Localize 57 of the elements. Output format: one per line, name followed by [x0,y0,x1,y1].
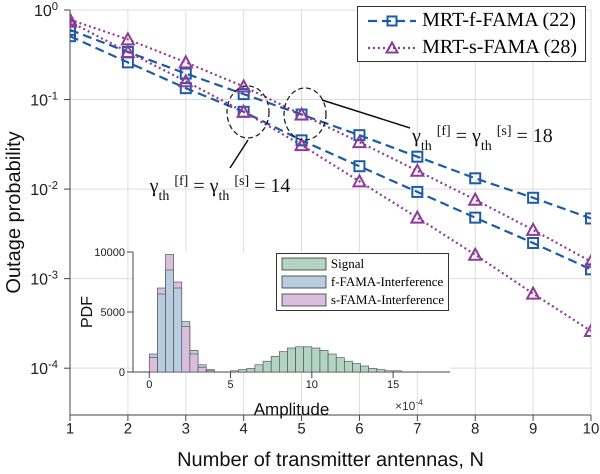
x-tick-label: 1 [66,420,74,438]
point [238,88,250,100]
annotation: γ$_{th}$$^{[f]}$ = γ$_{th}$$^{[s]}$ = 18 [411,124,553,154]
x-axis-title: Number of transmitter antennas, N [177,449,484,471]
point [353,160,366,172]
point [469,212,482,224]
point [469,172,482,184]
annotation: ×10$^{-4}$ [395,397,424,413]
y-tick-label: 10$^{-3}$ [30,270,58,289]
x-tick-label: 9 [528,420,538,438]
y-tick-label: 10$^{-2}$ [30,180,58,200]
y-tick-label: 10$^{-4}$ [30,359,58,378]
point [527,237,540,249]
x-tick-label: 10 [582,420,600,438]
point [527,192,540,204]
x-tick-label: 5 [227,378,234,391]
y-tick-label: 10$^{-1}$ [30,90,58,110]
y-tick-label: 10000 [94,246,125,259]
y-tick-label: 0 [118,366,125,379]
point [411,186,424,198]
x-tick-label: 0 [146,378,152,391]
x-tick-label: 5 [297,420,306,438]
legend-label: s-FAMA-Interference [330,292,444,308]
y-axis-title: PDF [79,296,96,328]
point [526,222,540,236]
point [180,68,192,80]
x-tick-label: 6 [355,420,364,438]
y-tick-label: 5000 [100,306,125,319]
legend-label: MRT-s-FAMA (28) [422,36,577,59]
x-tick-label: 7 [413,420,422,438]
point [468,192,482,206]
x-tick-label: 4 [239,420,248,438]
x-tick-label: 15 [386,378,400,391]
point [120,32,135,46]
x-tick-label: 3 [182,420,190,438]
point [352,135,366,148]
point [411,150,424,163]
point [180,82,192,94]
y-tick-label: 10$^{0}$ [34,1,58,20]
point [526,286,540,300]
point [178,55,193,68]
point [178,74,193,88]
point [468,248,482,261]
annotation: γ$_{th}$$^{[f]}$ = γ$_{th}$$^{[s]}$ = 14 [148,174,290,204]
point [410,164,424,177]
legend-label: MRT-f-FAMA (22) [422,9,576,32]
point [352,174,366,188]
y-axis-title: Outage probability [3,131,25,294]
x-tick-label: 10 [306,378,318,391]
legend-label: f-FAMA-Interference [330,274,444,290]
x-axis-title: Amplitude [254,400,330,419]
legend-label: Signal [330,256,364,272]
point [410,210,424,224]
x-tick-label: 2 [124,420,132,438]
point [236,79,251,92]
point [294,138,309,152]
x-tick-label: 8 [471,420,480,438]
